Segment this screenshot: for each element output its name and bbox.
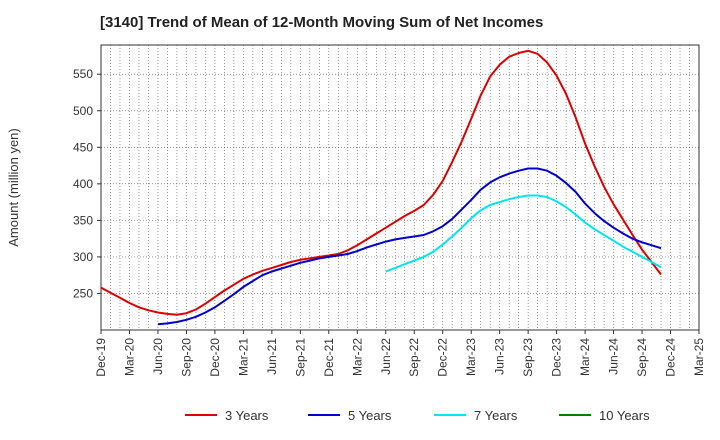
y-tick-label: 300 bbox=[73, 250, 93, 264]
plot-area bbox=[101, 45, 699, 330]
x-tick-label: Dec-19 bbox=[94, 338, 108, 377]
legend-label: 5 Years bbox=[348, 408, 392, 423]
x-tick-label: Mar-23 bbox=[464, 338, 478, 376]
x-tick-label: Dec-20 bbox=[208, 338, 222, 377]
legend-label: 3 Years bbox=[225, 408, 269, 423]
y-tick-label: 450 bbox=[73, 140, 93, 154]
legend-label: 10 Years bbox=[599, 408, 650, 423]
x-tick-label: Dec-24 bbox=[664, 338, 678, 377]
x-tick-label: Mar-25 bbox=[692, 338, 706, 376]
x-tick-label: Dec-21 bbox=[322, 338, 336, 377]
x-tick-label: Mar-20 bbox=[122, 338, 136, 376]
y-tick-label: 550 bbox=[73, 67, 93, 81]
y-axis-title: Amount (million yen) bbox=[6, 128, 21, 247]
x-tick-label: Jun-23 bbox=[493, 338, 507, 375]
x-tick-label: Mar-21 bbox=[236, 338, 250, 376]
y-tick-label: 250 bbox=[73, 286, 93, 300]
x-tick-label: Sep-23 bbox=[521, 338, 535, 377]
x-tick-label: Jun-22 bbox=[379, 338, 393, 375]
y-tick-label: 350 bbox=[73, 213, 93, 227]
legend-label: 7 Years bbox=[474, 408, 518, 423]
x-tick-label: Sep-21 bbox=[293, 338, 307, 377]
y-tick-label: 500 bbox=[73, 104, 93, 118]
series-line-3-years bbox=[100, 49, 662, 316]
plot-border bbox=[100, 44, 700, 331]
y-tick-label: 400 bbox=[73, 177, 93, 191]
x-tick-label: Sep-24 bbox=[635, 338, 649, 377]
series-line-7-years bbox=[385, 194, 662, 273]
x-tick-label: Mar-22 bbox=[350, 338, 364, 376]
x-tick-label: Jun-21 bbox=[265, 338, 279, 375]
x-tick-label: Sep-22 bbox=[407, 338, 421, 377]
series-line-5-years bbox=[157, 167, 662, 326]
x-tick-label: Dec-22 bbox=[436, 338, 450, 377]
x-tick-label: Dec-23 bbox=[550, 338, 564, 377]
x-tick-label: Jun-24 bbox=[607, 338, 621, 375]
x-tick-label: Sep-20 bbox=[179, 338, 193, 377]
chart-title: [3140] Trend of Mean of 12-Month Moving … bbox=[100, 14, 544, 31]
x-tick-label: Mar-24 bbox=[578, 338, 592, 376]
x-tick-label: Jun-20 bbox=[151, 338, 165, 375]
